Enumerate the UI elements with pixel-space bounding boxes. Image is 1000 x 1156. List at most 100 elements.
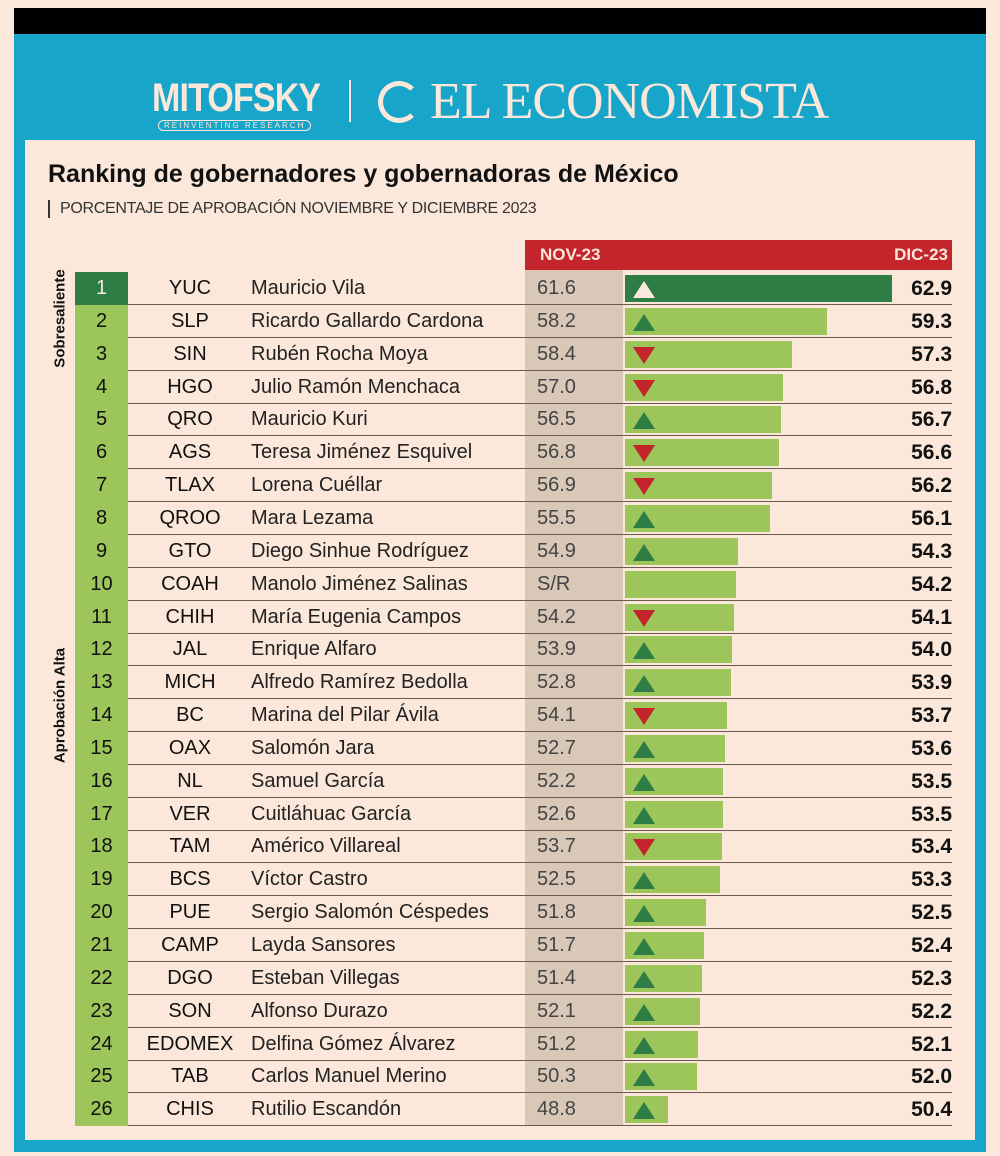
dic-bar <box>625 439 779 467</box>
dic-bar <box>625 603 735 631</box>
rank-badge: 4 <box>75 370 128 404</box>
table-row: 15 OAX Salomón Jara 52.7 53.6 <box>75 731 952 765</box>
nov-value: 54.1 <box>537 704 576 727</box>
governor-name: Teresa Jiménez Esquivel <box>251 441 473 464</box>
rank-badge: 7 <box>75 469 128 503</box>
state-code: YUC <box>168 277 212 299</box>
nov-value: 58.2 <box>537 309 576 332</box>
state-code: DGO <box>167 966 213 989</box>
table-row: 11 CHIH María Eugenia Campos 54.2 54.1 <box>75 600 952 634</box>
nov-value: 57.0 <box>537 375 576 398</box>
dic-bar <box>625 472 772 500</box>
governor-name: Sergio Salomón Céspedes <box>251 901 489 924</box>
state-code: VER <box>169 802 211 825</box>
dic-value: 56.1 <box>911 506 952 530</box>
governor-name: Mauricio Kuri <box>251 408 368 431</box>
state-code: CHIH <box>165 605 215 628</box>
table-row: 14 BC Marina del Pilar Ávila 54.1 53.7 <box>75 699 952 733</box>
rank-badge: 22 <box>75 961 128 995</box>
logo-header: MITOFSKY REINVENTING RESEARCH EL ECONOMI… <box>0 34 1000 140</box>
dic-bar <box>625 636 733 664</box>
governor-name: Julio Ramón Menchaca <box>251 375 460 398</box>
dic-bar <box>625 702 728 730</box>
nov-value: 52.6 <box>537 802 576 825</box>
rank-badge: 19 <box>75 863 128 897</box>
nov-value: 58.4 <box>537 342 576 365</box>
trend-down-icon <box>633 445 655 463</box>
group-label-sobresaliente: Sobresaliente <box>51 269 69 368</box>
table-row: 19 BCS Víctor Castro 52.5 53.3 <box>75 863 952 897</box>
state-code: NL <box>177 769 203 792</box>
el-economista-logo: EL ECONOMISTA <box>430 73 829 130</box>
nov-value: 51.8 <box>537 901 576 924</box>
state-code: JAL <box>172 638 208 661</box>
rank-badge: 3 <box>75 337 128 371</box>
dic-value: 54.2 <box>911 572 952 596</box>
chart-subtitle: PORCENTAJE DE APROBACIÓN NOVIEMBRE Y DIC… <box>48 200 537 218</box>
trend-up-icon <box>633 1102 655 1120</box>
dic-bar <box>625 964 702 992</box>
nov-value: 50.3 <box>537 1065 576 1088</box>
rank-badge: 6 <box>75 436 128 470</box>
dic-bar <box>625 800 724 828</box>
state-code: PUE <box>169 901 211 924</box>
dic-value: 52.4 <box>911 934 952 957</box>
rank-badge: 23 <box>75 994 128 1028</box>
rank-badge: 12 <box>75 633 128 667</box>
nov-value: 52.1 <box>537 999 576 1022</box>
dic-value: 54.0 <box>911 638 952 662</box>
column-header: NOV-23 DIC-23 <box>525 240 952 270</box>
dic-value: 50.4 <box>911 1098 952 1122</box>
table-row: 18 TAM Américo Villareal 53.7 53.4 <box>75 830 952 864</box>
trend-up-icon <box>633 773 655 791</box>
state-code: COAH <box>161 572 219 595</box>
trend-up-icon <box>633 905 655 923</box>
table-row: 26 CHIS Rutilio Escandón 48.8 50.4 <box>75 1093 952 1127</box>
nov-value: 52.8 <box>537 671 576 694</box>
dic-bar <box>625 669 731 697</box>
governor-name: Américo Villareal <box>251 835 401 858</box>
table-row: 5 QRO Mauricio Kuri 56.5 56.7 <box>75 403 952 437</box>
nov-value: 52.2 <box>537 769 576 792</box>
state-code: BCS <box>169 868 211 891</box>
table-row: 10 COAH Manolo Jiménez Salinas S/R 54.2 <box>75 567 952 601</box>
rank-badge: 13 <box>75 666 128 700</box>
rank-badge: 11 <box>75 600 128 634</box>
dic-bar <box>625 1096 668 1124</box>
dic-value: 52.2 <box>911 999 952 1023</box>
dic-value: 53.7 <box>911 704 952 728</box>
nov-value: 51.2 <box>537 1032 576 1055</box>
trend-up-icon <box>633 1069 655 1087</box>
table-row: 12 JAL Enrique Alfaro 53.9 54.0 <box>75 633 952 667</box>
rank-badge: 24 <box>75 1027 128 1061</box>
nov-value: S/R <box>537 572 571 595</box>
governor-name: Lorena Cuéllar <box>251 474 383 497</box>
dic-value: 59.3 <box>911 309 952 333</box>
dic-value: 62.9 <box>911 277 952 300</box>
dic-value: 53.5 <box>911 802 952 826</box>
state-code: MICH <box>164 671 216 694</box>
nov-value: 52.7 <box>537 736 576 759</box>
dic-bar <box>625 997 701 1025</box>
dic-bar <box>625 899 706 927</box>
trend-up-icon <box>633 412 655 430</box>
dic-value: 52.1 <box>911 1032 952 1056</box>
dic-bar <box>625 537 738 565</box>
rank-badge: 17 <box>75 797 128 831</box>
state-code: HGO <box>167 375 213 398</box>
rank-badge: 9 <box>75 534 128 568</box>
nov-value: 54.9 <box>537 539 576 562</box>
nov-header: NOV-23 <box>540 245 601 264</box>
table-row: 3 SIN Rubén Rocha Moya 58.4 57.3 <box>75 337 952 371</box>
nov-value: 51.7 <box>537 934 576 956</box>
trend-down-icon <box>633 379 655 397</box>
dic-value: 53.9 <box>911 671 952 695</box>
nov-value: 55.5 <box>537 506 576 529</box>
dic-value: 52.0 <box>911 1065 952 1089</box>
dic-value: 52.3 <box>911 966 952 990</box>
rank-badge: 26 <box>75 1093 128 1127</box>
trend-up-icon <box>633 806 655 824</box>
state-code: EDOMEX <box>146 1032 234 1055</box>
table-row: 1 YUC Mauricio Vila 61.6 62.9 <box>75 272 952 305</box>
dic-bar <box>625 767 724 795</box>
